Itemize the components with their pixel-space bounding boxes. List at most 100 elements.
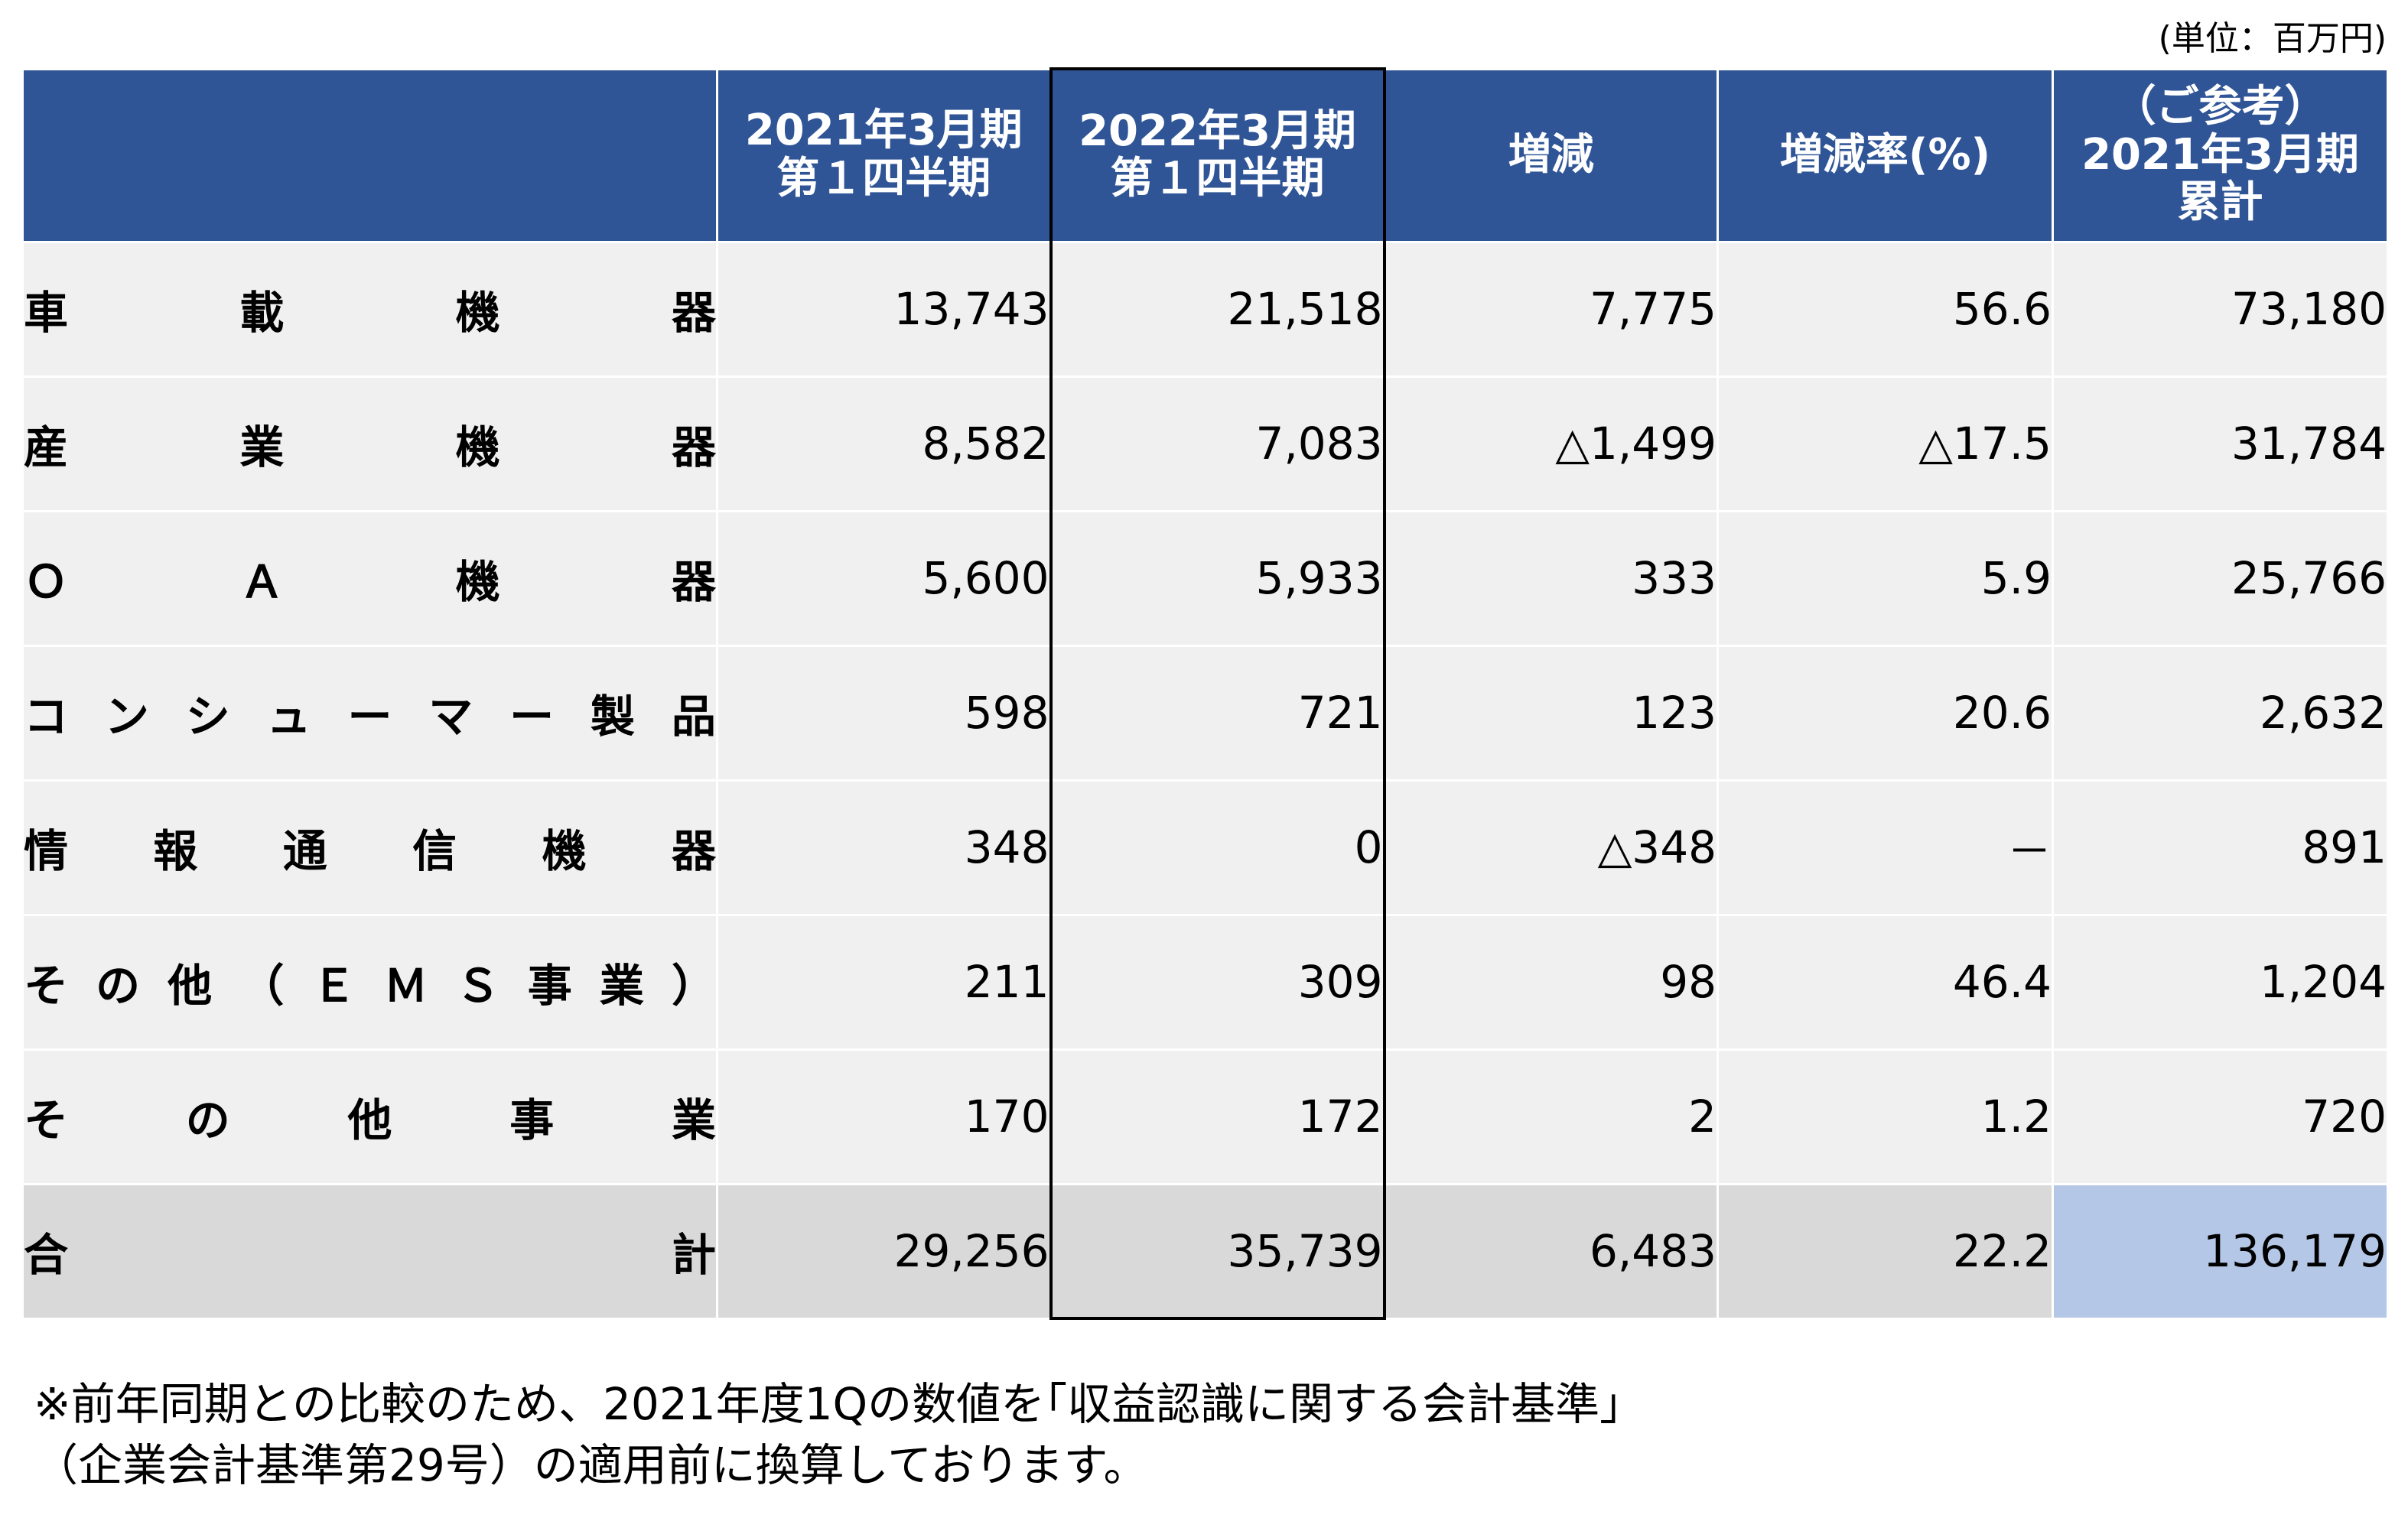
table-row: 車 載 機 器 13,743 21,518 7,775 56.6 73,180	[21, 240, 2389, 378]
change-rate-value: 20.6	[1717, 644, 2054, 782]
current-q1-value: 35,739	[1049, 1182, 1386, 1320]
change-value: 123	[1383, 644, 1719, 782]
segment-label-char: 業	[239, 421, 285, 473]
segment-label-char: 載	[239, 287, 285, 339]
current-q1-value: 21,518	[1049, 240, 1386, 378]
header-reference-full-year: （ご参考） 2021年3月期 累計	[2052, 67, 2389, 243]
change-value: △348	[1383, 779, 1719, 916]
segment-label: 情報通信機器	[21, 779, 718, 916]
segment-label-char: 機	[455, 421, 500, 473]
header-reference-line1: （ご参考）	[2113, 81, 2328, 132]
segment-label-text: その他事業	[24, 1084, 716, 1149]
header-row: 2021年3月期 第１四半期 2022年3月期 第１四半期 増減 増減率(%) …	[21, 67, 2389, 243]
reference-value: 73,180	[2052, 240, 2389, 378]
segment-label-char: の	[96, 960, 141, 1012]
segment-label: コンシューマー製品	[21, 644, 718, 782]
segment-label-char: そ	[24, 1094, 69, 1146]
segment-label-char: そ	[24, 960, 69, 1012]
reference-value: 136,179	[2052, 1182, 2389, 1320]
prev-q1-value: 170	[716, 1048, 1052, 1185]
table-row: 産 業 機 器 8,582 7,083 △1,499 △17.5 31,784	[21, 375, 2389, 512]
segment-label-text: その他 （ Ｅ Ｍ Ｓ 事業 ）	[24, 950, 716, 1014]
prev-q1-value: 8,582	[716, 375, 1052, 512]
segment-label-char: 器	[671, 421, 716, 473]
footnote-line1: ※前年同期との比較のため、2021年度1Qの数値を｢収益認識に関する会計基準｣	[34, 1378, 1622, 1430]
header-change: 増減	[1383, 67, 1719, 243]
segment-label-char: コ	[24, 691, 69, 743]
header-reference-line2: 2021年3月期	[2081, 129, 2359, 180]
change-rate-value: 56.6	[1717, 240, 2054, 378]
change-value: 333	[1383, 509, 1719, 647]
change-rate-value: －	[1717, 779, 2054, 916]
reference-value: 891	[2052, 779, 2389, 916]
segment-label-char: 製	[591, 691, 636, 743]
segment-label-char: 産	[24, 421, 69, 473]
segment-label-char: Ｏ	[24, 556, 69, 608]
segment-label-char: マ	[428, 691, 473, 743]
segment-label-text: 情報通信機器	[24, 815, 716, 879]
current-q1-value: 7,083	[1049, 375, 1386, 512]
table-row: コンシューマー製品 598 721 123 20.6 2,632	[21, 644, 2389, 782]
segment-label: 産業機器	[21, 375, 718, 512]
change-rate-value: 46.4	[1717, 913, 2054, 1051]
current-q1-value: 721	[1049, 644, 1386, 782]
change-value: 2	[1383, 1048, 1719, 1185]
current-q1-value: 172	[1049, 1048, 1386, 1185]
segment-label: 車載機器	[21, 240, 718, 378]
table-row: その他 （ Ｅ Ｍ Ｓ 事業 ） 211 309 98 46.4 1,204	[21, 913, 2389, 1051]
header-prev-q1-line2: 第１四半期	[776, 154, 991, 203]
header-current-q1-line2: 第１四半期	[1110, 154, 1325, 204]
segment-label-char: 機	[455, 556, 500, 608]
change-value: 7,775	[1383, 240, 1719, 378]
change-value: △1,499	[1383, 375, 1719, 512]
segment-label-text: コンシューマー製品	[24, 681, 716, 745]
reference-value: 1,204	[2052, 913, 2389, 1051]
segment-label-char: シ	[185, 691, 230, 743]
change-rate-value: 22.2	[1717, 1182, 2054, 1320]
segment-label-char: 機	[542, 825, 587, 877]
segment-label-char: Ｍ	[383, 960, 428, 1012]
footnote: ※前年同期との比較のため、2021年度1Qの数値を｢収益認識に関する会計基準｣ …	[34, 1373, 1622, 1496]
change-rate-value: 1.2	[1717, 1048, 2054, 1185]
segment-label-char: 事	[509, 1094, 555, 1146]
segment-label-char: 情	[24, 825, 69, 877]
segment-label: その他 （ Ｅ Ｍ Ｓ 事業 ）	[21, 913, 718, 1051]
segment-label: その他事業	[21, 1048, 718, 1185]
change-rate-value: △17.5	[1717, 375, 2054, 512]
segment-label-char: ー	[347, 691, 392, 743]
total-row: 合計 29,256 35,739 6,483 22.2 136,179	[21, 1182, 2389, 1320]
reference-value: 2,632	[2052, 644, 2389, 782]
prev-q1-value: 348	[716, 779, 1052, 916]
segment-label-char: 器	[671, 287, 716, 339]
header-current-q1-line1: 2022年3月期	[1079, 106, 1356, 156]
prev-q1-value: 211	[716, 913, 1052, 1051]
segment-label: 合計	[21, 1182, 718, 1320]
segment-label-char: 報	[153, 825, 198, 877]
prev-q1-value: 5,600	[716, 509, 1052, 647]
segment-label-char: 品	[671, 691, 716, 743]
segment-label-text: 車載機器	[24, 277, 716, 341]
table-row: そ の 他 事 業 170 172 2 1.2 720	[21, 1048, 2389, 1185]
segment-label-char: 他	[347, 1094, 392, 1146]
header-segment	[21, 67, 718, 243]
segment-label-char: 車	[24, 287, 69, 339]
header-prev-q1-line1: 2021年3月期	[744, 106, 1023, 156]
segment-label-char: ュ	[266, 691, 311, 743]
segment-sales-table: 2021年3月期 第１四半期 2022年3月期 第１四半期 増減 増減率(%) …	[21, 67, 2389, 1320]
segment-label-char: 機	[455, 287, 500, 339]
segment-label-char: ー	[509, 691, 555, 743]
unit-label: (単位：百万円)	[2158, 19, 2387, 58]
current-q1-value: 0	[1049, 779, 1386, 916]
footnote-line2: （企業会計基準第29号）の適用前に換算しております。	[34, 1439, 1148, 1492]
current-q1-value: 309	[1049, 913, 1386, 1051]
segment-label-char: （	[239, 960, 285, 1012]
segment-label-char: 業	[599, 960, 644, 1012]
segment-label-char: 業	[671, 1094, 716, 1146]
prev-q1-value: 13,743	[716, 240, 1052, 378]
segment-label-char: 通	[282, 825, 327, 877]
prev-q1-value: 29,256	[716, 1182, 1052, 1320]
segment-label-char: Ａ	[239, 556, 285, 608]
header-prev-q1: 2021年3月期 第１四半期	[716, 67, 1052, 243]
segment-label-char: 事	[527, 960, 572, 1012]
